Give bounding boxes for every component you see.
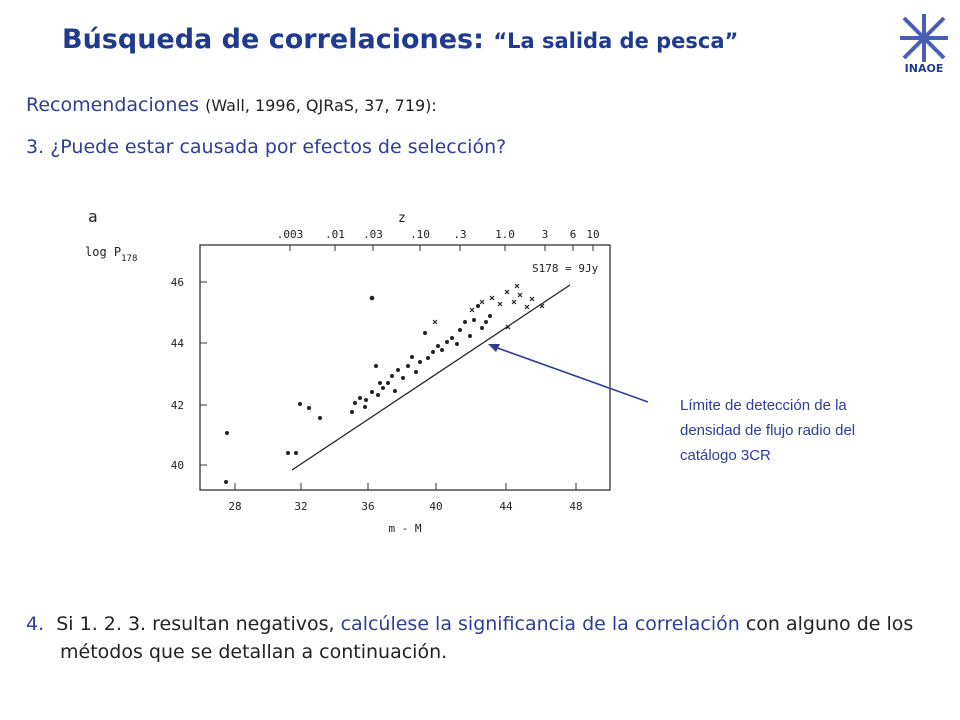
item-text: con alguno de los métodos que se detalla… [60, 613, 914, 663]
item-text: Si 1. 2. 3. resultan negativos, [56, 613, 341, 635]
y-tick-label: 42 [171, 399, 184, 412]
y-ticks: 46 44 42 40 [171, 276, 207, 472]
logo-text: INAOE [905, 62, 944, 75]
top-tick-label: 6 [570, 228, 577, 241]
x-tick-label: 48 [569, 500, 582, 513]
y-tick-label: 44 [171, 337, 185, 350]
top-tick-label: .003 [277, 228, 304, 241]
top-tick-label: .3 [453, 228, 466, 241]
y-label-main: log P [85, 245, 121, 259]
top-tick-label: .03 [363, 228, 383, 241]
annotation-line: densidad de flujo radio del [680, 422, 855, 439]
top-ticks: .003 .01 .03 .10 .3 1.0 3 6 10 [277, 228, 600, 251]
item-text: ¿Puede estar causada por efectos de sele… [50, 136, 507, 158]
title: Búsqueda de correlaciones: [62, 24, 484, 55]
top-tick-label: .10 [410, 228, 430, 241]
y-tick-label: 46 [171, 276, 184, 289]
x-ticks: 28 32 36 40 44 48 [228, 483, 583, 513]
annotation-line: Límite de detección de la [680, 397, 847, 414]
x-tick-label: 40 [429, 500, 442, 513]
item-4: 4. Si 1. 2. 3. resultan negativos, calcú… [26, 610, 926, 666]
title-line: Búsqueda de correlaciones: “La salida de… [62, 24, 738, 55]
limit-line [291, 284, 571, 471]
line-label: S178 = 9Jy [532, 262, 599, 275]
y-tick-label: 40 [171, 459, 184, 472]
x-tick-label: 44 [499, 500, 513, 513]
item-3: 3. ¿Puede estar causada por efectos de s… [26, 136, 506, 158]
points [224, 295, 492, 484]
plot-frame [199, 244, 611, 491]
y-label: log P178 [85, 245, 137, 264]
reference: (Wall, 1996, QJRaS, 37, 719): [205, 96, 437, 115]
top-tick-label: 1.0 [495, 228, 515, 241]
y-label-sub: 178 [121, 254, 137, 264]
top-tick-label: 3 [542, 228, 549, 241]
lead: Recomendaciones [26, 94, 200, 116]
arrow [491, 345, 649, 403]
panel-label: a [88, 207, 98, 226]
annotation-line: catálogo 3CR [680, 447, 771, 464]
arrow-head [488, 344, 500, 352]
recommendations: Recomendaciones (Wall, 1996, QJRaS, 37, … [26, 94, 437, 116]
x-tick-label: 36 [361, 500, 374, 513]
logo: INAOE [900, 14, 948, 75]
x-axis-label: m - M [388, 522, 421, 535]
item-number: 3. [26, 136, 45, 158]
top-axis-label: z [398, 211, 406, 226]
item-highlight: calcúlese la significancia de la correla… [340, 613, 740, 635]
top-tick-label: 10 [586, 228, 599, 241]
annotation: Límite de detección de la densidad de fl… [680, 397, 855, 464]
subtitle: “La salida de pesca” [493, 29, 739, 53]
item-number: 4. [26, 613, 45, 635]
x-tick-label: 32 [294, 500, 307, 513]
top-tick-label: .01 [325, 228, 345, 241]
x-tick-label: 28 [228, 500, 241, 513]
crosses [432, 283, 545, 330]
